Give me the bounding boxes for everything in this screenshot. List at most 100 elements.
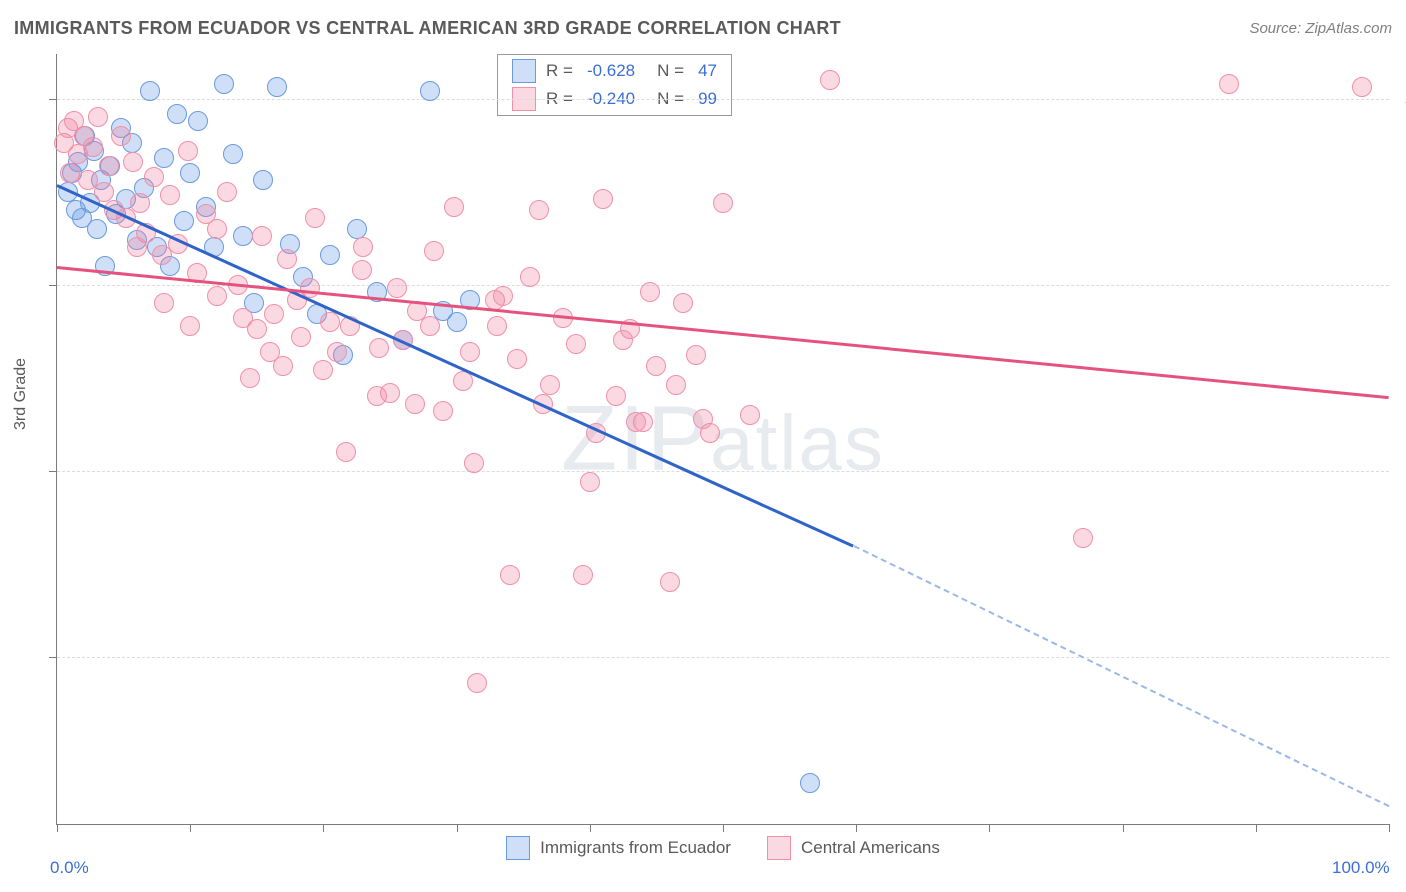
data-point (320, 312, 340, 332)
data-point (94, 182, 114, 202)
data-point (405, 394, 425, 414)
series-legend: Immigrants from Ecuador Central American… (57, 836, 1389, 860)
data-point (660, 572, 680, 592)
data-point (160, 185, 180, 205)
gridline (57, 471, 1389, 472)
data-point (686, 345, 706, 365)
data-point (223, 144, 243, 164)
data-point (369, 338, 389, 358)
data-point (144, 167, 164, 187)
y-tick-label: 95.0% (1396, 274, 1406, 294)
data-point (336, 442, 356, 462)
data-point (233, 308, 253, 328)
data-point (291, 327, 311, 347)
trend-line (56, 184, 854, 548)
data-point (277, 249, 297, 269)
gridline (57, 657, 1389, 658)
data-point (140, 81, 160, 101)
data-point (154, 293, 174, 313)
data-point (433, 401, 453, 421)
x-tick-label: 0.0% (50, 858, 89, 878)
data-point (188, 111, 208, 131)
data-point (313, 360, 333, 380)
data-point (127, 237, 147, 257)
data-point (123, 152, 143, 172)
data-point (252, 226, 272, 246)
data-point (267, 77, 287, 97)
data-point (580, 472, 600, 492)
y-tick-label: 100.0% (1396, 88, 1406, 108)
data-point (174, 211, 194, 231)
data-point (613, 330, 633, 350)
y-tick-label: 90.0% (1396, 460, 1406, 480)
data-point (507, 349, 527, 369)
data-point (180, 163, 200, 183)
data-point (673, 293, 693, 313)
legend-item: Immigrants from Ecuador (506, 836, 731, 860)
data-point (444, 197, 464, 217)
plot-area: ZIPatlas R =-0.628 N =47 R =-0.240 N =99… (56, 54, 1389, 825)
data-point (529, 200, 549, 220)
data-point (352, 260, 372, 280)
data-point (207, 286, 227, 306)
data-point (99, 156, 119, 176)
data-point (273, 356, 293, 376)
data-point (327, 342, 347, 362)
swatch-icon (506, 836, 530, 860)
data-point (88, 107, 108, 127)
data-point (460, 342, 480, 362)
source-label: Source: ZipAtlas.com (1249, 20, 1392, 37)
data-point (540, 375, 560, 395)
data-point (130, 193, 150, 213)
data-point (464, 453, 484, 473)
data-point (367, 386, 387, 406)
data-point (233, 226, 253, 246)
data-point (167, 104, 187, 124)
chart-title: IMMIGRANTS FROM ECUADOR VS CENTRAL AMERI… (14, 18, 841, 39)
data-point (253, 170, 273, 190)
data-point (520, 267, 540, 287)
data-point (320, 245, 340, 265)
data-point (566, 334, 586, 354)
data-point (420, 81, 440, 101)
data-point (387, 278, 407, 298)
data-point (111, 126, 131, 146)
stats-row: R =-0.628 N =47 (498, 57, 731, 85)
data-point (240, 368, 260, 388)
data-point (646, 356, 666, 376)
data-point (713, 193, 733, 213)
data-point (666, 375, 686, 395)
data-point (640, 282, 660, 302)
stats-legend: R =-0.628 N =47 R =-0.240 N =99 (497, 54, 732, 116)
data-point (573, 565, 593, 585)
data-point (487, 316, 507, 336)
data-point (447, 312, 467, 332)
data-point (693, 409, 713, 429)
data-point (1219, 74, 1239, 94)
gridline (57, 99, 1389, 100)
data-point (740, 405, 760, 425)
data-point (800, 773, 820, 793)
data-point (353, 237, 373, 257)
y-tick-label: 85.0% (1396, 646, 1406, 666)
data-point (207, 219, 227, 239)
data-point (467, 673, 487, 693)
data-point (420, 316, 440, 336)
data-point (493, 286, 513, 306)
data-point (305, 208, 325, 228)
data-point (820, 70, 840, 90)
data-point (1073, 528, 1093, 548)
data-point (264, 304, 284, 324)
data-point (424, 241, 444, 261)
data-point (1352, 77, 1372, 97)
swatch-icon (767, 836, 791, 860)
data-point (593, 189, 613, 209)
swatch-icon (512, 59, 536, 83)
x-tick-label: 100.0% (1332, 858, 1390, 878)
data-point (214, 74, 234, 94)
data-point (83, 137, 103, 157)
y-axis-label: 3rd Grade (12, 358, 30, 430)
data-point (606, 386, 626, 406)
data-point (347, 219, 367, 239)
data-point (217, 182, 237, 202)
